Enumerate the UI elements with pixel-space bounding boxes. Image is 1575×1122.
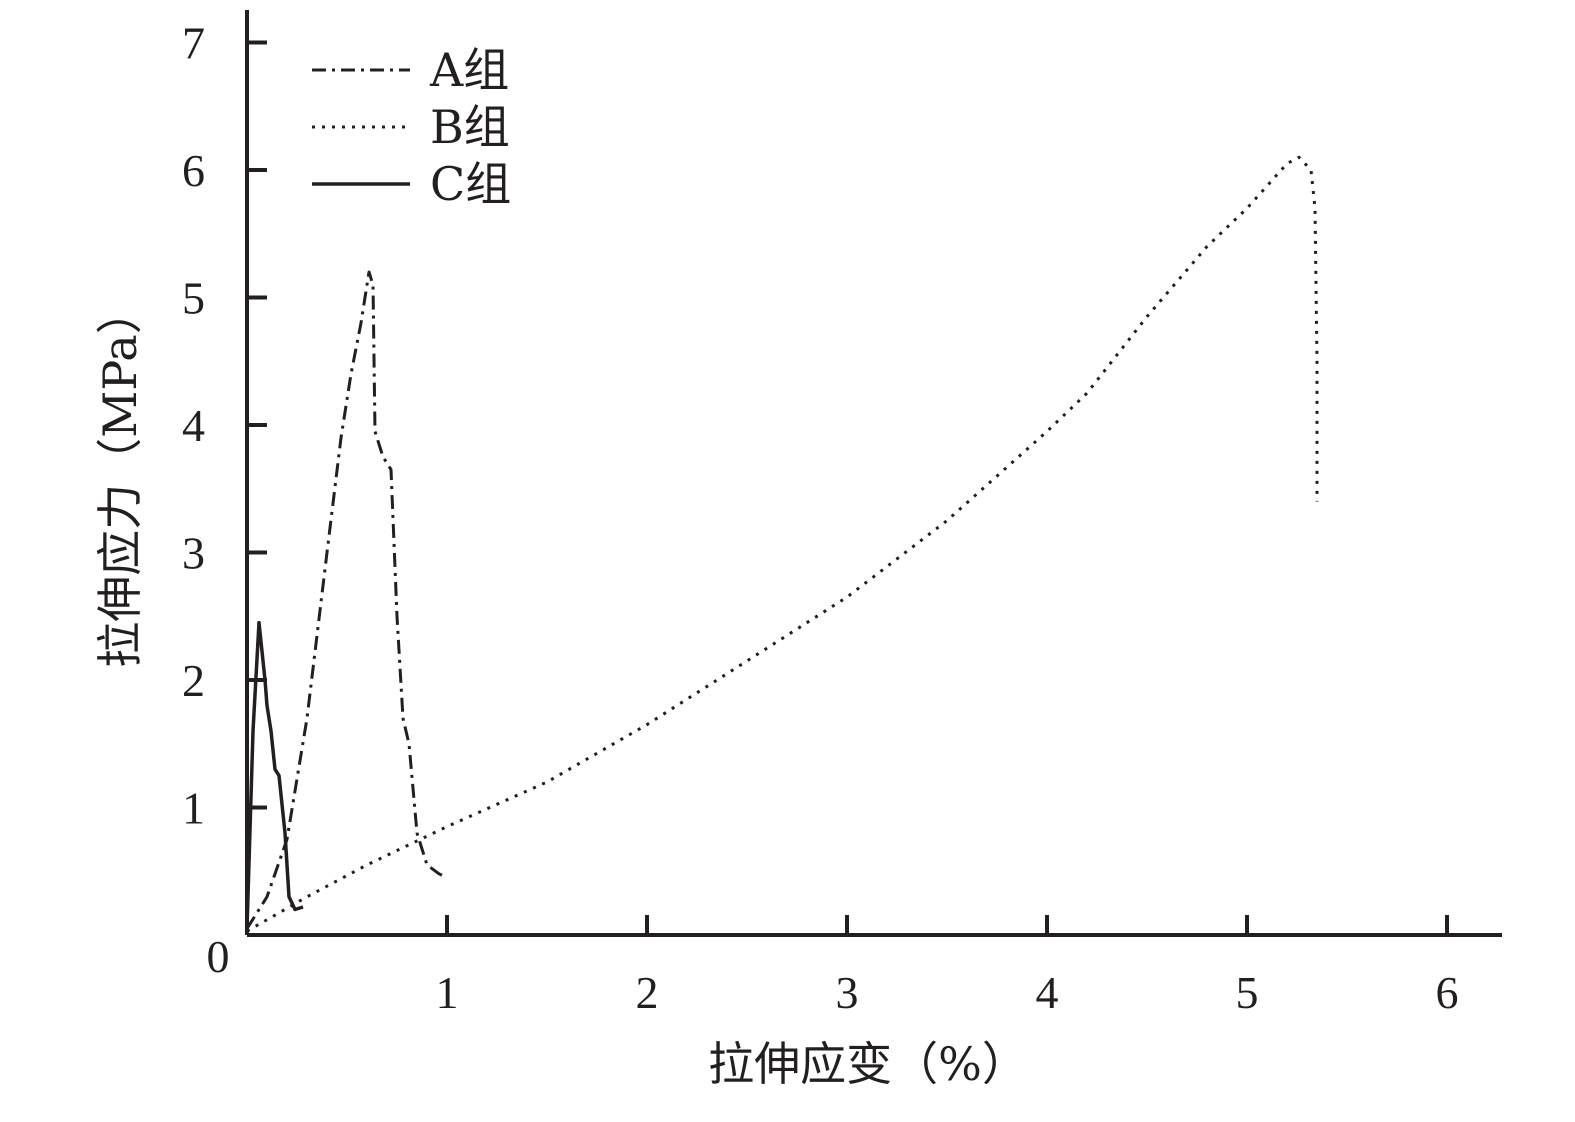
y-ticks: 1 2 3 4 5 6 7 bbox=[182, 18, 267, 834]
legend-label: A组 bbox=[429, 43, 509, 97]
series-layer bbox=[245, 155, 1319, 933]
y-axis-title: 拉伸应力（MPa） bbox=[93, 288, 147, 667]
axes: 1 2 3 4 5 6 1 2 3 4 5 6 7 0 bbox=[182, 10, 1502, 1018]
y-tick-label: 5 bbox=[182, 273, 205, 324]
x-tick-label: 1 bbox=[436, 967, 459, 1018]
y-tick-label: 6 bbox=[182, 145, 205, 196]
series-line-3 bbox=[245, 620, 304, 929]
legend-label: B组 bbox=[430, 100, 510, 154]
legend-label: C组 bbox=[430, 157, 511, 211]
y-tick-label: 4 bbox=[182, 400, 205, 451]
origin-label: 0 bbox=[207, 931, 230, 982]
x-tick-label: 4 bbox=[1036, 967, 1059, 1018]
x-tick-label: 6 bbox=[1436, 967, 1459, 1018]
series-line-1 bbox=[245, 270, 448, 930]
y-tick-label: 1 bbox=[182, 783, 205, 834]
y-tick-label: 7 bbox=[182, 18, 205, 69]
x-tick-label: 3 bbox=[836, 967, 859, 1018]
y-tick-label: 3 bbox=[182, 528, 205, 579]
y-tick-label: 2 bbox=[182, 655, 205, 706]
series-line-2 bbox=[246, 155, 1319, 933]
x-tick-label: 5 bbox=[1236, 967, 1259, 1018]
x-ticks: 1 2 3 4 5 6 bbox=[436, 915, 1459, 1018]
x-tick-label: 2 bbox=[636, 967, 659, 1018]
x-axis-title: 拉伸应变（%） bbox=[708, 1037, 1028, 1091]
